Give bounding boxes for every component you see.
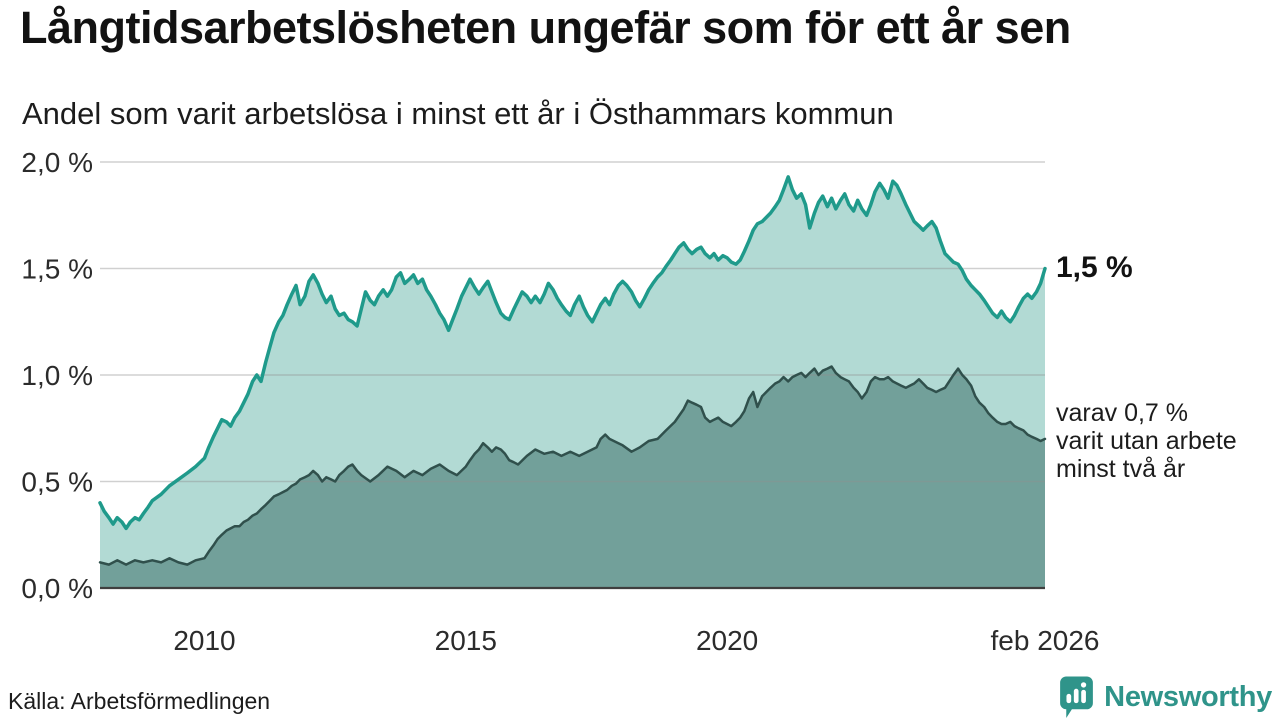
line-minst-tva-ar: [98, 365, 1047, 566]
x-tick-label: 2020: [696, 625, 758, 656]
x-tick-label: 2010: [173, 625, 235, 656]
area-minst-tva-ar: [100, 366, 1045, 588]
page-subtitle: Andel som varit arbetslösa i minst ett å…: [22, 96, 894, 131]
newsworthy-logo: Newsworthy: [1058, 676, 1272, 719]
logo-exclamation-bar: [1081, 689, 1087, 704]
newsworthy-wordmark: Newsworthy: [1104, 681, 1272, 713]
two-year-note: varav 0,7 % varit utan arbete minst två …: [1056, 399, 1237, 483]
logo-bar-tall: [1074, 688, 1079, 704]
y-tick-label: 1,0 %: [21, 360, 93, 391]
newsworthy-bubble-icon: [1060, 676, 1094, 718]
x-tick-label: 2015: [435, 625, 497, 656]
page-title: Långtidsarbetslösheten ungefär som för e…: [20, 2, 1071, 53]
y-tick-label: 1,5 %: [21, 254, 93, 285]
latest-value-label: 1,5 %: [1056, 251, 1133, 284]
y-tick-label: 0,5 %: [21, 467, 93, 498]
source-credit: Källa: Arbetsförmedlingen: [8, 688, 271, 714]
x-tick-label: feb 2026: [991, 625, 1100, 656]
y-tick-label: 0,0 %: [21, 573, 93, 604]
logo-bar-short: [1066, 693, 1072, 704]
y-tick-label: 2,0 %: [21, 147, 93, 178]
line-minst-ett-ar: [98, 175, 1047, 531]
logo-exclamation-dot: [1081, 682, 1087, 688]
